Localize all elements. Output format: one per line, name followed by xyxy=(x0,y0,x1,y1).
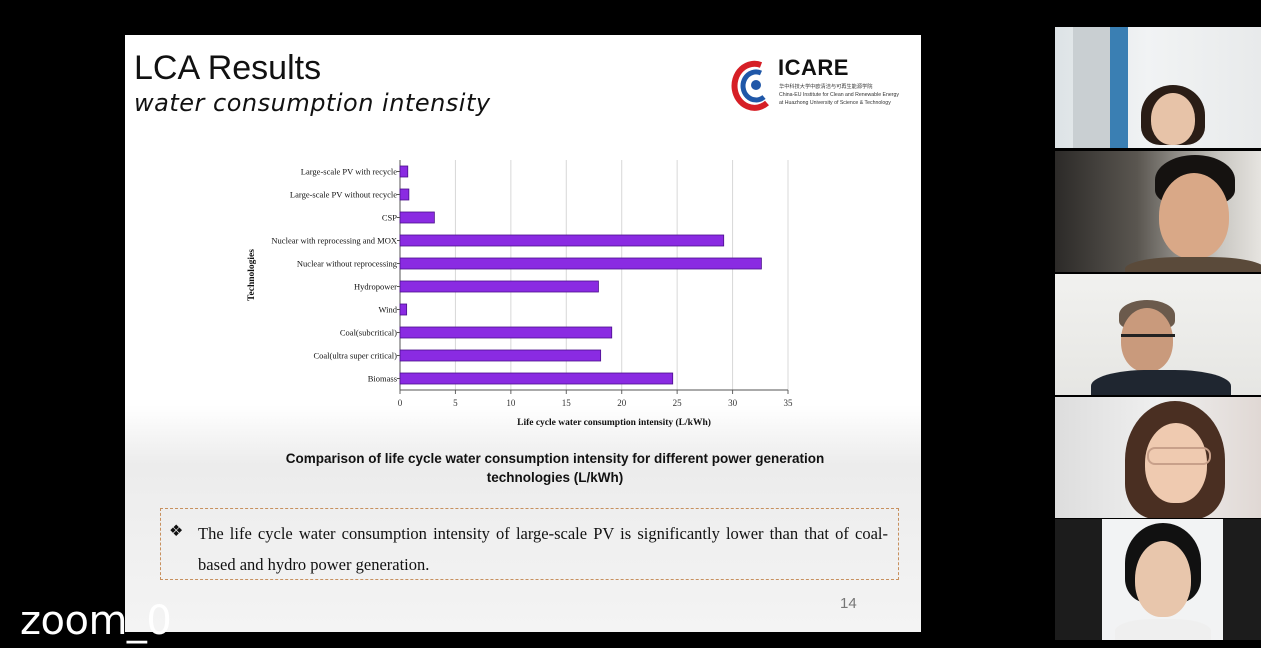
bar xyxy=(399,349,602,362)
page-number: 14 xyxy=(840,595,857,612)
participant-face xyxy=(1151,93,1195,145)
x-tick-label: 25 xyxy=(673,398,683,408)
x-tick-label: 0 xyxy=(398,398,403,408)
participant-video-tile[interactable] xyxy=(1055,519,1261,640)
icare-logo: ICARE 华中科技大学中欧清洁与可再生能源学院 China-EU Instit… xyxy=(731,55,901,119)
x-tick-label: 15 xyxy=(562,398,572,408)
diamond-bullet-icon: ❖ xyxy=(169,523,184,540)
category-label: Coal(ultra super critical) xyxy=(313,351,397,361)
x-tick-label: 35 xyxy=(784,398,794,408)
y-axis-title: Technologies xyxy=(247,249,257,301)
bar xyxy=(399,188,410,201)
icare-logo-mark xyxy=(731,60,769,111)
x-tick-label: 5 xyxy=(453,398,458,408)
participant-video-tile[interactable] xyxy=(1055,151,1261,272)
glasses xyxy=(1121,334,1175,347)
category-label: Coal(subcritical) xyxy=(340,328,397,338)
logo-subtitle-line: at Huazhong University of Science & Tech… xyxy=(779,100,891,106)
category-label: Wind xyxy=(378,305,397,315)
bar xyxy=(399,234,725,247)
chart-caption: Comparison of life cycle water consumpti… xyxy=(285,451,825,485)
participant-body xyxy=(1115,619,1211,640)
logo-subtitle-line: 华中科技大学中欧清洁与可再生能源学院 xyxy=(779,84,873,90)
category-label: Nuclear with reprocessing and MOX xyxy=(271,236,397,246)
note-text: The life cycle water consumption intensi… xyxy=(198,524,888,574)
x-tick-label: 10 xyxy=(506,398,516,408)
bar xyxy=(399,280,599,293)
bar xyxy=(399,211,435,224)
bar xyxy=(399,326,613,339)
bar xyxy=(399,372,674,385)
logo-subtitle: 华中科技大学中欧清洁与可再生能源学院 China-EU Institute fo… xyxy=(779,83,909,107)
x-tick-label: 30 xyxy=(728,398,738,408)
x-axis-title: Life cycle water consumption intensity (… xyxy=(517,417,711,428)
participant-body xyxy=(1091,370,1231,395)
participant-video-tile[interactable] xyxy=(1055,27,1261,148)
participant-face xyxy=(1135,541,1191,617)
participant-video-tile[interactable] xyxy=(1055,274,1261,395)
bar xyxy=(399,303,408,316)
x-tick-label: 20 xyxy=(617,398,627,408)
water-consumption-bar-chart: 0 5 10 15 20 25 30 35 Large-scale PV with recycl… xyxy=(247,160,794,428)
category-label: CSP xyxy=(382,213,397,223)
slide-title: LCA Results xyxy=(134,49,322,87)
logo-name: ICARE xyxy=(778,55,849,80)
bar xyxy=(399,257,762,270)
participant-body xyxy=(1125,257,1261,272)
category-label: Hydropower xyxy=(354,282,397,292)
shared-slide: LCA Results water consumption intensity … xyxy=(125,35,921,632)
category-label: Nuclear without reprocessing xyxy=(297,259,398,269)
participant-face xyxy=(1159,173,1229,259)
logo-subtitle-line: China-EU Institute for Clean and Renewab… xyxy=(779,92,899,98)
curtain xyxy=(1110,27,1128,148)
category-label: Large-scale PV with recycle xyxy=(301,167,397,177)
slide-subtitle: water consumption intensity xyxy=(134,89,491,117)
participant-video-tile[interactable] xyxy=(1055,397,1261,518)
glasses xyxy=(1147,447,1211,465)
participant-face xyxy=(1121,308,1173,372)
category-label: Large-scale PV without recycle xyxy=(290,190,397,200)
bar xyxy=(399,165,409,178)
note-box: ❖ The life cycle water consumption inten… xyxy=(160,508,899,580)
self-name-label: zoom_0 xyxy=(20,598,172,644)
door-frame xyxy=(1073,27,1113,148)
category-label: Biomass xyxy=(368,374,397,384)
